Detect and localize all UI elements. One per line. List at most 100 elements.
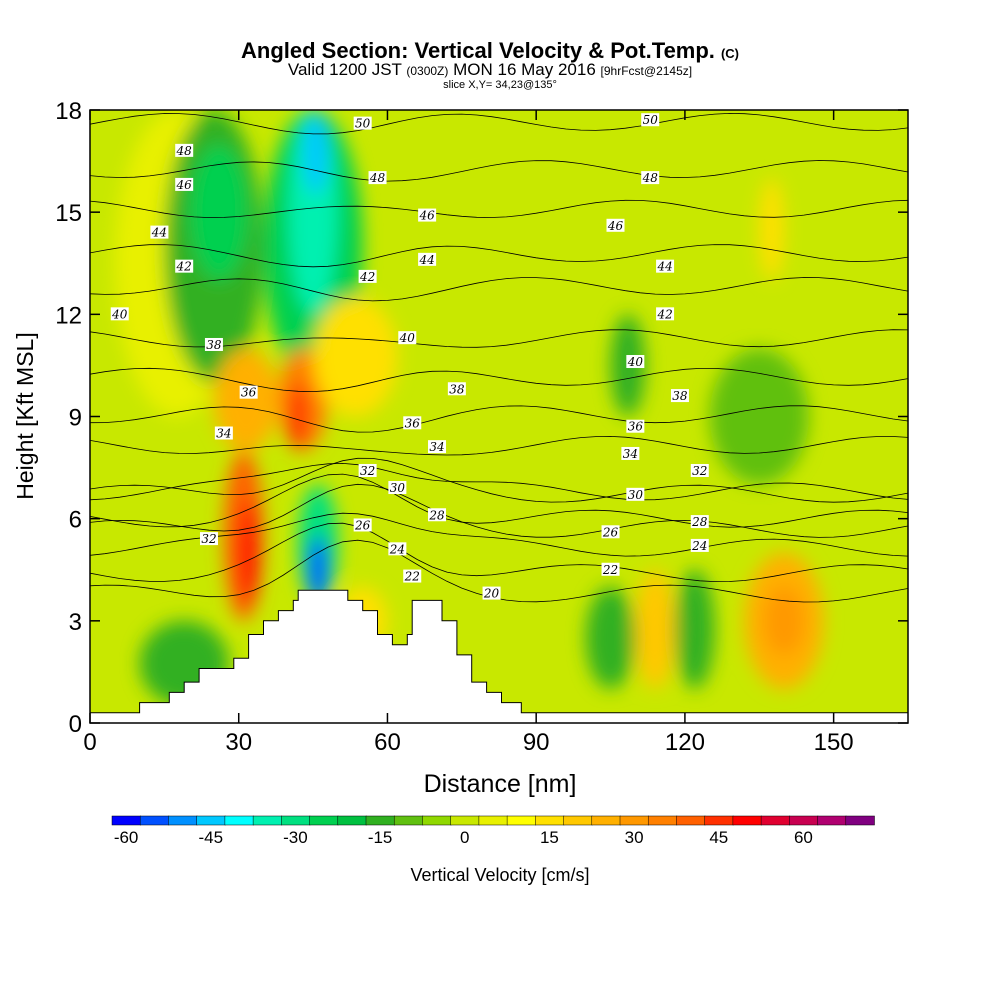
velocity-cell — [303, 110, 328, 196]
label-box — [690, 515, 709, 529]
label-text: 38 — [206, 338, 222, 352]
label-box — [482, 586, 501, 600]
label-box — [110, 307, 129, 321]
label-box — [656, 259, 675, 273]
velocity-cell — [764, 586, 804, 655]
label-box — [601, 525, 620, 539]
isentrope-line — [90, 483, 908, 538]
isentrope-label: 40 — [626, 355, 645, 369]
isentrope-label: 30 — [388, 481, 407, 495]
label-box — [690, 538, 709, 552]
label-box — [641, 113, 660, 127]
label-text: 28 — [428, 508, 445, 522]
y-tick-label: 6 — [69, 507, 82, 534]
label-text: 42 — [359, 270, 375, 284]
label-text: 40 — [399, 331, 416, 345]
isentrope-line — [90, 112, 908, 135]
isentrope-label: 46 — [606, 218, 625, 233]
colorbar-swatch — [591, 815, 621, 826]
velocity-cell — [585, 586, 636, 689]
colorbar-swatch — [252, 815, 283, 826]
isentrope-lines — [90, 112, 908, 603]
label-text: 50 — [643, 113, 659, 127]
velocity-cell — [238, 501, 259, 604]
label-box — [175, 177, 194, 191]
label-text: 36 — [405, 416, 421, 430]
colorbar-tick-label: -30 — [283, 828, 308, 847]
velocity-cell — [308, 535, 328, 604]
isentrope-line — [90, 405, 908, 433]
label-text: 36 — [628, 420, 644, 434]
colorbar-label: Vertical Velocity [cm/s] — [410, 865, 589, 885]
label-text: 30 — [628, 488, 644, 502]
label-box — [403, 569, 422, 583]
colorbar-swatch — [760, 815, 791, 826]
label-text: 38 — [672, 389, 688, 403]
x-tick-label: 30 — [225, 729, 252, 756]
colorbar-swatch — [224, 815, 254, 826]
label-text: 48 — [642, 171, 659, 185]
isentrope-label: 38 — [670, 389, 689, 403]
isentrope-label: 46 — [175, 177, 194, 192]
isentrope-label: 36 — [403, 416, 422, 430]
label-box — [656, 307, 675, 321]
isentrope-label: 22 — [601, 562, 620, 577]
isentrope-label: 22 — [403, 569, 422, 584]
label-box — [641, 171, 660, 185]
colorbar-tick-label: 30 — [625, 828, 644, 847]
isentrope-label: 46 — [418, 208, 437, 223]
label-box — [418, 252, 437, 266]
isentrope-label: 40 — [398, 331, 417, 345]
label-text: 26 — [602, 525, 619, 539]
label-text: 22 — [602, 563, 618, 577]
isentrope-label: 48 — [368, 171, 387, 185]
label-text: 42 — [176, 260, 192, 274]
label-box — [428, 508, 447, 522]
label-text: 44 — [656, 260, 672, 274]
label-text: 46 — [418, 209, 435, 223]
colorbar-swatch — [309, 815, 339, 826]
label-text: 30 — [390, 481, 406, 495]
label-box — [353, 518, 372, 532]
label-text: 40 — [627, 355, 644, 369]
colorbar-swatch — [393, 815, 424, 826]
colorbar — [111, 815, 875, 826]
label-box — [690, 463, 709, 477]
label-box — [626, 419, 645, 433]
isentrope-line — [90, 512, 908, 557]
colorbar-swatch — [196, 815, 226, 826]
isentrope-label: 34 — [214, 426, 233, 441]
plot-area: 50 50 48 48 48 46 46 46 44 44 44 42 42 42 40 40 40 38 38 38… — [90, 110, 908, 723]
colorbar-swatch — [281, 815, 311, 826]
label-box — [403, 416, 422, 430]
isentrope-label: 42 — [656, 307, 675, 321]
isentrope-label: 42 — [358, 269, 377, 284]
x-tick-label: 90 — [523, 729, 550, 756]
label-box — [388, 481, 407, 495]
label-box — [368, 171, 387, 185]
isentrope-label: 26 — [353, 518, 372, 532]
label-box — [601, 562, 620, 576]
y-tick-label: 15 — [55, 200, 82, 227]
isentrope-line — [90, 367, 908, 393]
colorbar-swatch — [676, 815, 706, 826]
isentrope-label: 50 — [353, 116, 372, 131]
label-text: 44 — [418, 253, 434, 267]
terrain — [90, 589, 908, 723]
velocity-cell — [759, 178, 785, 281]
isentrope-labels: 50 50 48 48 48 46 46 46 44 44 44 42 42 42 40 40 40 38 38 38… — [110, 113, 709, 601]
colorbar-tick-label: -15 — [368, 828, 393, 847]
isentrope-label: 48 — [175, 143, 194, 158]
label-box — [358, 463, 377, 477]
y-tick-label: 12 — [55, 302, 82, 329]
label-text: 20 — [483, 587, 500, 601]
x-tick-label: 0 — [83, 729, 96, 756]
colorbar-swatch — [337, 815, 367, 826]
isentrope-label: 44 — [150, 225, 169, 240]
colorbar-tick-label: 15 — [540, 828, 559, 847]
label-text: 36 — [241, 386, 257, 400]
label-box — [388, 542, 407, 556]
label-box — [214, 426, 233, 440]
label-text: 24 — [691, 539, 707, 553]
isentrope-label: 40 — [110, 307, 129, 321]
